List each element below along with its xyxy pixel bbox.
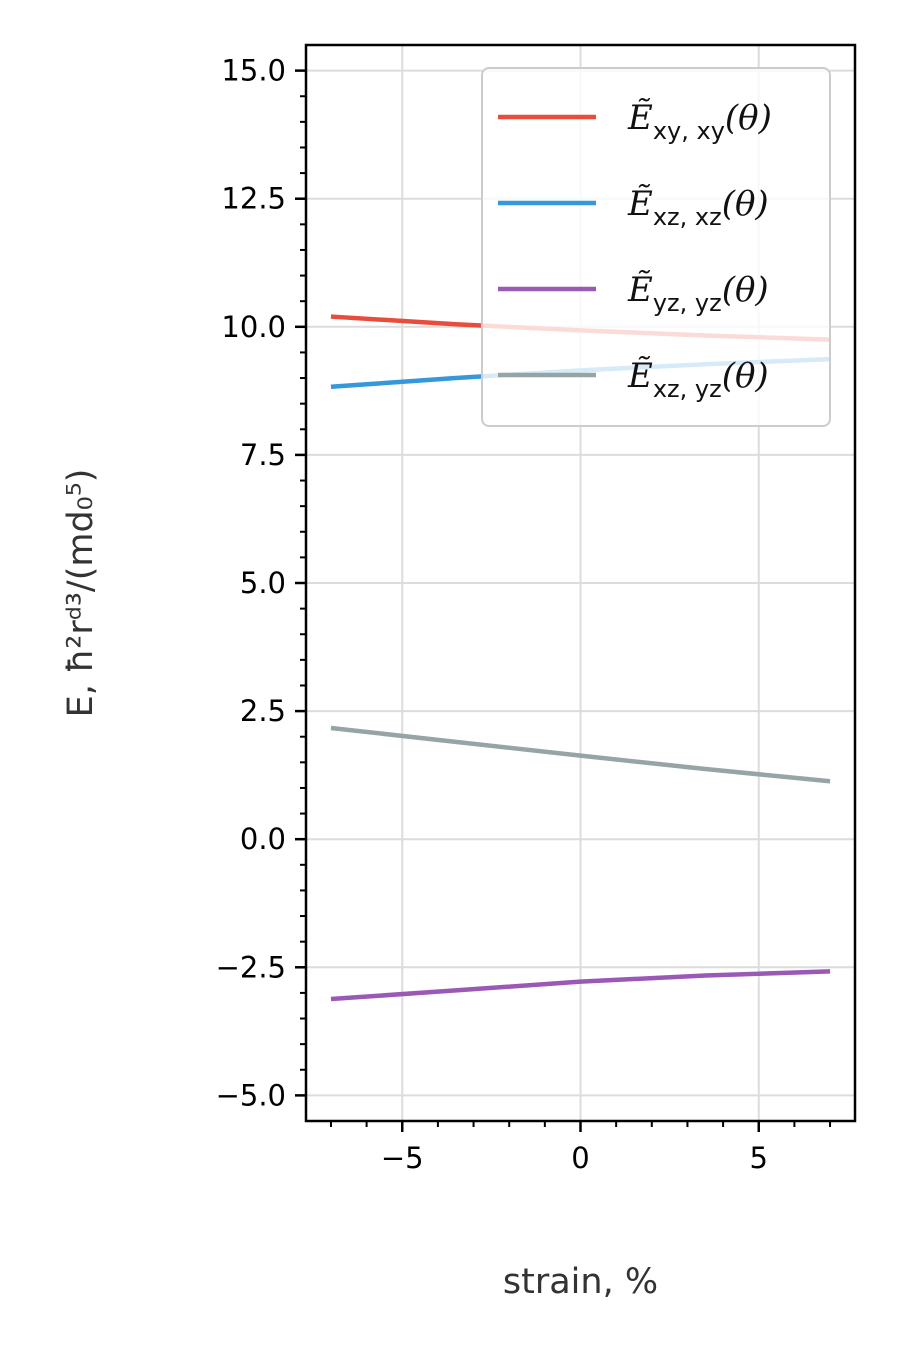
legend: Ẽxy, xy(θ) Ẽxz, xz(θ) Ẽyz, yz(θ) Ẽxz, yz(θ) [481, 67, 831, 427]
y-tick-label: 5.0 [240, 566, 286, 600]
legend-label: Ẽxz, yz(θ) [627, 356, 769, 403]
x-axis-label: strain, % [503, 1262, 658, 1302]
legend-label: Ẽxy, xy(θ) [627, 98, 772, 145]
x-tick-label: 0 [571, 1141, 589, 1175]
y-tick-label: 2.5 [240, 694, 286, 728]
series-line [330, 969, 831, 1002]
y-tick-label: 10.0 [221, 310, 286, 344]
y-axis: −5.0 −2.5 0.0 2.5 5.0 7.5 10.0 12.5 15.0 [216, 54, 306, 1112]
legend-label: Ẽyz, yz(θ) [627, 270, 769, 317]
y-tick-label: −2.5 [216, 950, 286, 984]
y-tick-label: −5.0 [216, 1078, 286, 1112]
legend-label: Ẽxz, xz(θ) [627, 184, 769, 231]
y-tick-label: 12.5 [221, 182, 286, 216]
legend-box [481, 67, 831, 427]
x-axis: −5 0 5 [329, 1121, 832, 1175]
y-axis-label: E, ħ²rᵈ³/(md₀⁵) [61, 469, 101, 718]
series-line [330, 725, 831, 784]
x-tick-label: 5 [750, 1141, 768, 1175]
y-tick-label: 0.0 [240, 822, 286, 856]
y-tick-label: 7.5 [240, 438, 286, 472]
x-tick-label: −5 [381, 1141, 424, 1175]
y-tick-label: 15.0 [221, 54, 286, 88]
